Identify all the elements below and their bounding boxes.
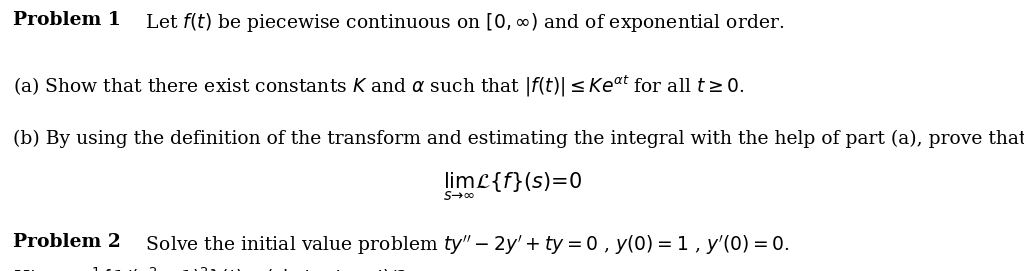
Text: Hint: $\mathcal{L}^{-1}\{1/(s^2+1)^2\}(t) = (\sin t - t\cos t)/2$: Hint: $\mathcal{L}^{-1}\{1/(s^2+1)^2\}(t… bbox=[13, 266, 408, 271]
Text: (b) By using the definition of the transform and estimating the integral with th: (b) By using the definition of the trans… bbox=[13, 130, 1024, 148]
Text: Let $f(t)$ be piecewise continuous on $[0, \infty)$ and of exponential order.: Let $f(t)$ be piecewise continuous on $[… bbox=[128, 11, 784, 34]
Text: Problem 2: Problem 2 bbox=[13, 233, 121, 251]
Text: $\lim_{s \to \infty} \mathcal{L}\{f\}(s) = 0$: $\lim_{s \to \infty} \mathcal{L}\{f\}(s)… bbox=[442, 171, 582, 203]
Text: Solve the initial value problem $ty'' - 2y' + ty = 0$ , $y(0) = 1$ , $y'(0) = 0$: Solve the initial value problem $ty'' - … bbox=[128, 233, 790, 257]
Text: (a) Show that there exist constants $K$ and $\alpha$ such that $|f(t)| \leq Ke^{: (a) Show that there exist constants $K$ … bbox=[13, 73, 744, 99]
Text: Problem 1: Problem 1 bbox=[13, 11, 121, 29]
